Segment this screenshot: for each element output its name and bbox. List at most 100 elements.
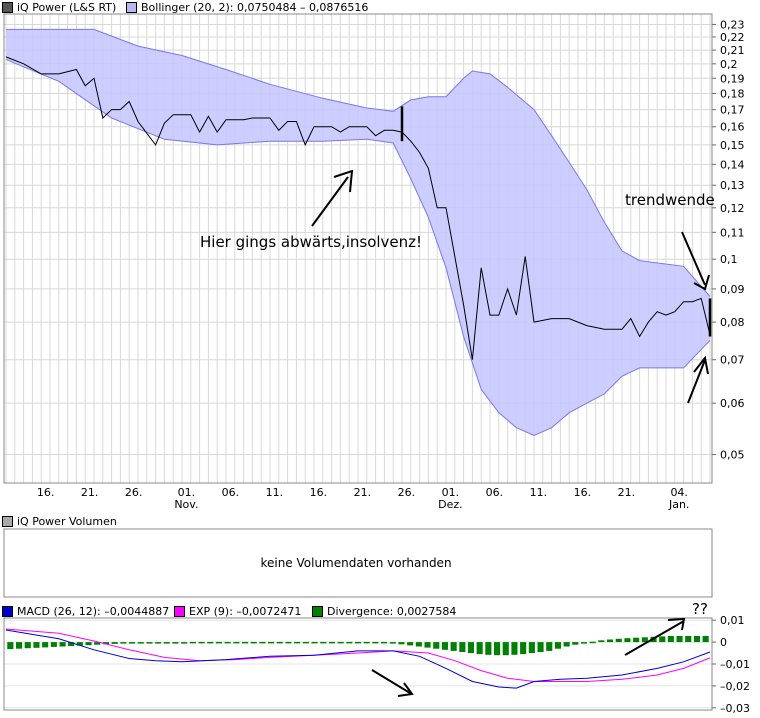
divergence-bar bbox=[659, 636, 666, 643]
divergence-bar bbox=[389, 642, 396, 644]
price-y-tick-label: 0,18 bbox=[720, 88, 745, 101]
price-x-tick-label: 11. bbox=[266, 486, 284, 499]
bollinger-swatch bbox=[126, 1, 137, 13]
divergence-bar bbox=[476, 642, 483, 655]
bollinger-band-area bbox=[6, 29, 710, 436]
divergence-bar bbox=[7, 642, 14, 650]
annotation-trend-arrow-up bbox=[687, 355, 709, 404]
divergence-bar bbox=[554, 642, 561, 649]
divergence-bar bbox=[537, 642, 544, 652]
macd-y-tick-label: 0 bbox=[720, 636, 727, 649]
divergence-bar bbox=[233, 641, 240, 644]
annotation-question: ?? bbox=[692, 600, 708, 618]
price-y-tick-label: 0,19 bbox=[720, 72, 745, 85]
divergence-bar bbox=[433, 642, 440, 649]
price-x-tick-label: 11. bbox=[530, 486, 548, 499]
divergence-bar bbox=[207, 641, 214, 644]
price-x-tick-label: 26. bbox=[398, 486, 416, 499]
divergence-bar bbox=[407, 642, 414, 646]
legend-bollinger-label: Bollinger (20, 2): 0,0750484 – 0,0876516 bbox=[141, 0, 369, 14]
price-y-axis: 0,230,220,210,20,19 0,18 0,17 0,16 0,15 0,14 0… bbox=[712, 18, 745, 462]
divergence-bar bbox=[137, 642, 144, 644]
divergence-bar bbox=[94, 642, 101, 645]
price-y-tick-label: 0,23 bbox=[720, 18, 745, 31]
macd-series bbox=[5, 628, 711, 689]
divergence-bar bbox=[633, 637, 640, 643]
price-x-tick-label: 16. bbox=[37, 486, 55, 499]
divergence-bar bbox=[163, 642, 170, 644]
divergence-bar bbox=[181, 642, 188, 644]
divergence-bar bbox=[615, 638, 622, 643]
divergence-bar bbox=[381, 641, 388, 644]
divergence-bar bbox=[302, 641, 309, 644]
divergence-bar bbox=[415, 642, 422, 647]
price-y-tick-label: 0,17 bbox=[720, 104, 745, 117]
price-y-tick-label: 0,15 bbox=[720, 139, 745, 152]
divergence-bar bbox=[268, 641, 275, 644]
divergence-bar bbox=[624, 638, 631, 643]
price-x-tick-label: 21. bbox=[618, 486, 636, 499]
annotation-trend-change: trendwende bbox=[625, 191, 715, 209]
price-y-tick-label: 0,1 bbox=[720, 253, 738, 266]
divergence-bar bbox=[667, 636, 674, 643]
legend-exp: EXP (9): –0,0072471 bbox=[174, 604, 301, 618]
divergence-bar bbox=[250, 641, 257, 644]
divergence-bar bbox=[102, 642, 109, 645]
price-x-tick-label: 06. bbox=[222, 486, 240, 499]
divergence-bar bbox=[320, 641, 327, 644]
divergence-bar bbox=[511, 642, 518, 655]
price-y-tick-label: 0,11 bbox=[720, 226, 745, 239]
price-y-tick-label: 0,09 bbox=[720, 283, 745, 296]
price-y-tick-label: 0,2 bbox=[720, 58, 738, 71]
legend-volume: iQ Power Volumen bbox=[2, 514, 117, 528]
price-series bbox=[5, 56, 712, 360]
legend-divergence: Divergence: 0,0027584 bbox=[312, 604, 456, 618]
legend-price: iQ Power (L&S RT) bbox=[2, 0, 116, 14]
divergence-bar bbox=[337, 641, 344, 644]
price-swatch bbox=[2, 1, 13, 13]
divergence-bars bbox=[7, 636, 709, 656]
divergence-bar bbox=[76, 642, 83, 646]
divergence-bar bbox=[16, 642, 23, 649]
price-x-tick-label: 16. bbox=[574, 486, 592, 499]
divergence-bar bbox=[346, 641, 353, 644]
price-y-tick-label: 0,08 bbox=[720, 316, 745, 329]
macd-swatch bbox=[2, 605, 13, 617]
divergence-bar bbox=[520, 642, 527, 655]
divergence-bar bbox=[42, 642, 49, 648]
price-x-axis: 16. 21. 26. 01.Nov.06. 11. 16. 21. 26. 01.Dez.06… bbox=[37, 486, 690, 511]
divergence-bar bbox=[242, 641, 249, 644]
bollinger-band bbox=[5, 28, 711, 437]
divergence-bar bbox=[450, 642, 457, 651]
divergence-bar bbox=[111, 642, 118, 644]
price-y-tick-label: 0,13 bbox=[720, 179, 745, 192]
legend-volume-label: iQ Power Volumen bbox=[17, 514, 117, 528]
divergence-bar bbox=[198, 641, 205, 644]
divergence-bar bbox=[146, 642, 153, 644]
annotation-macd-arrow-up bbox=[624, 617, 686, 656]
legend-divergence-label: Divergence: 0,0027584 bbox=[327, 604, 457, 618]
macd-y-tick-label: –0,03 bbox=[720, 702, 750, 715]
bollinger-upper-line bbox=[6, 28, 711, 297]
divergence-bar bbox=[589, 641, 596, 644]
price-x-tick-sublabel: Jan. bbox=[668, 498, 689, 511]
divergence-bar bbox=[50, 642, 57, 647]
price-y-tick-label: 0,21 bbox=[720, 44, 745, 57]
divergence-bar bbox=[494, 642, 501, 656]
price-x-tick-label: 01. bbox=[442, 486, 460, 499]
divergence-bar bbox=[68, 642, 75, 646]
exp-line bbox=[5, 628, 711, 682]
price-x-tick-label: 16. bbox=[310, 486, 328, 499]
price-x-tick-label: 21. bbox=[81, 486, 99, 499]
divergence-bar bbox=[528, 642, 535, 654]
divergence-bar bbox=[702, 636, 709, 643]
divergence-bar bbox=[398, 642, 405, 645]
bollinger-lower-line bbox=[5, 59, 711, 437]
price-x-tick-label: 04. bbox=[670, 486, 688, 499]
divergence-bar bbox=[563, 642, 570, 647]
divergence-swatch bbox=[312, 605, 323, 617]
divergence-bar bbox=[276, 641, 283, 644]
legend-bollinger: Bollinger (20, 2): 0,0750484 – 0,0876516 bbox=[126, 0, 368, 14]
divergence-bar bbox=[424, 642, 431, 648]
